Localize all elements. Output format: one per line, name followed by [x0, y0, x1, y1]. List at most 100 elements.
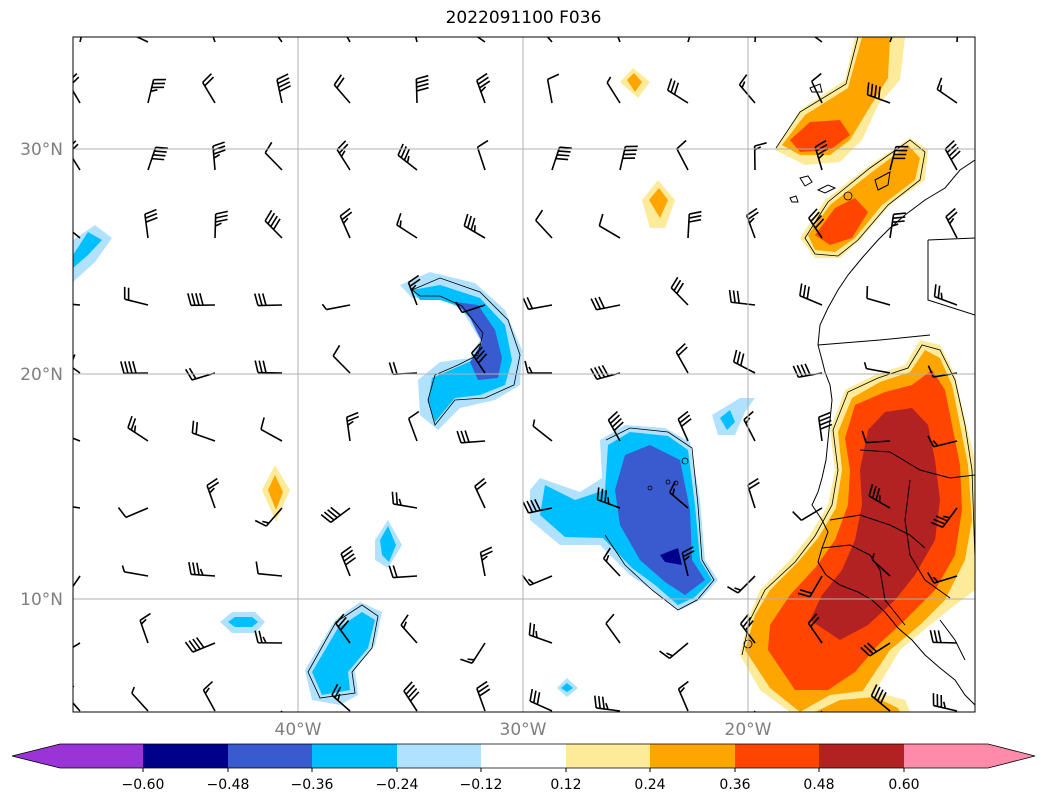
- wind-barb: [956, 37, 959, 43]
- wind-barb: [528, 622, 553, 644]
- border-2: [927, 240, 975, 316]
- island-4: [874, 171, 891, 191]
- colorbar-segment: [12, 744, 143, 768]
- wind-barb: [799, 283, 823, 306]
- colorbar-tick-label: 0.24: [634, 777, 665, 793]
- wind-barb: [814, 140, 829, 171]
- colorbar-tick-label: 0.60: [888, 777, 919, 793]
- wind-barb: [866, 285, 891, 306]
- colorbar-segment: [481, 744, 566, 768]
- wind-barb: [407, 410, 420, 442]
- wind-barb: [676, 139, 689, 171]
- wind-barb: [677, 680, 689, 712]
- wind-barb: [593, 695, 621, 712]
- shade-region-nw-light: [73, 225, 112, 282]
- wind-barb: [532, 419, 553, 442]
- wind-barb: [388, 565, 418, 579]
- lat-label: 10°N: [20, 590, 63, 610]
- wind-barb: [127, 415, 149, 442]
- wind-barb: [147, 146, 169, 171]
- wind-barb: [927, 435, 958, 448]
- contour-dot: [665, 479, 671, 485]
- wind-barb: [73, 685, 81, 712]
- wind-barb: [121, 565, 149, 577]
- wind-barb: [135, 37, 149, 43]
- wind-barb: [687, 210, 702, 239]
- wind-barb: [668, 481, 689, 509]
- wind-barb: [212, 37, 216, 43]
- contour-canary: [804, 139, 926, 257]
- wind-barb: [529, 688, 553, 712]
- contour-north: [775, 37, 859, 149]
- wind-barb: [214, 210, 228, 239]
- wind-barb: [863, 361, 891, 374]
- shade-yellow-2: [627, 73, 642, 92]
- wind-barb: [670, 276, 689, 306]
- shade-small-3: [228, 617, 258, 627]
- border-1: [927, 237, 975, 241]
- colorbar-segment: [650, 744, 735, 768]
- wind-barb: [460, 642, 486, 664]
- wind-barb: [320, 506, 351, 524]
- wind-barb: [253, 293, 283, 307]
- contour-dot: [843, 191, 853, 201]
- colorbar-tick-label: 0.12: [550, 777, 581, 793]
- lon-label: 40°W: [275, 720, 322, 740]
- wind-barb: [336, 140, 351, 171]
- island-3: [789, 195, 799, 203]
- shade-north-core: [790, 120, 850, 152]
- colorbar-tick-label: −0.36: [291, 777, 334, 793]
- wind-barb: [606, 76, 621, 104]
- wind-barb: [120, 361, 149, 375]
- wind-barb: [889, 37, 893, 43]
- wind-barb: [870, 684, 891, 712]
- contour-africa: [741, 344, 975, 656]
- wind-barb: [596, 487, 621, 509]
- wind-barb: [264, 141, 283, 171]
- shade-sw: [312, 612, 375, 695]
- colorbar-tick-label: −0.24: [376, 777, 419, 793]
- wind-barb: [868, 483, 891, 509]
- wind-barb: [810, 72, 823, 104]
- map-content: [73, 37, 975, 712]
- wind-barb: [403, 681, 420, 712]
- wind-barb: [476, 139, 489, 171]
- wind-barb: [598, 213, 621, 239]
- wind-barb: [391, 491, 418, 509]
- wind-barb: [206, 477, 220, 509]
- wind-barb: [332, 344, 351, 374]
- wind-barb: [202, 680, 216, 712]
- lon-label: 20°W: [725, 720, 772, 740]
- colorbar-outline: [11, 743, 1036, 769]
- wind-barb: [79, 37, 82, 43]
- wind-barb: [933, 284, 958, 306]
- gridlines: [73, 37, 975, 712]
- wind-barb: [522, 498, 553, 514]
- wind-barb: [926, 572, 958, 584]
- shade-small-1-light: [712, 398, 755, 435]
- wind-barb: [681, 546, 695, 577]
- coastlines: [789, 83, 975, 706]
- wind-barb: [727, 575, 756, 594]
- wind-barb: [617, 37, 621, 43]
- wind-barb: [144, 208, 158, 239]
- wind-barb: [807, 613, 823, 644]
- wind-barb: [117, 507, 149, 519]
- shade-bigblob-max: [660, 548, 682, 565]
- shaded-regions: [73, 37, 975, 712]
- wind-barb: [276, 73, 291, 104]
- border-6: [904, 479, 951, 599]
- border-4: [859, 449, 975, 479]
- wind-barb: [861, 430, 891, 444]
- contour-dot: [681, 457, 689, 465]
- colorbar-tick-label: −0.60: [122, 777, 165, 793]
- shade-yellow-1: [268, 475, 283, 510]
- wind-barb: [666, 78, 689, 104]
- wind-barb: [340, 545, 357, 577]
- wind-barb: [546, 73, 560, 104]
- wind-barb: [123, 286, 149, 306]
- wind-barb: [184, 637, 216, 653]
- wind-barb: [738, 74, 756, 104]
- shade-africa-48: [810, 408, 940, 640]
